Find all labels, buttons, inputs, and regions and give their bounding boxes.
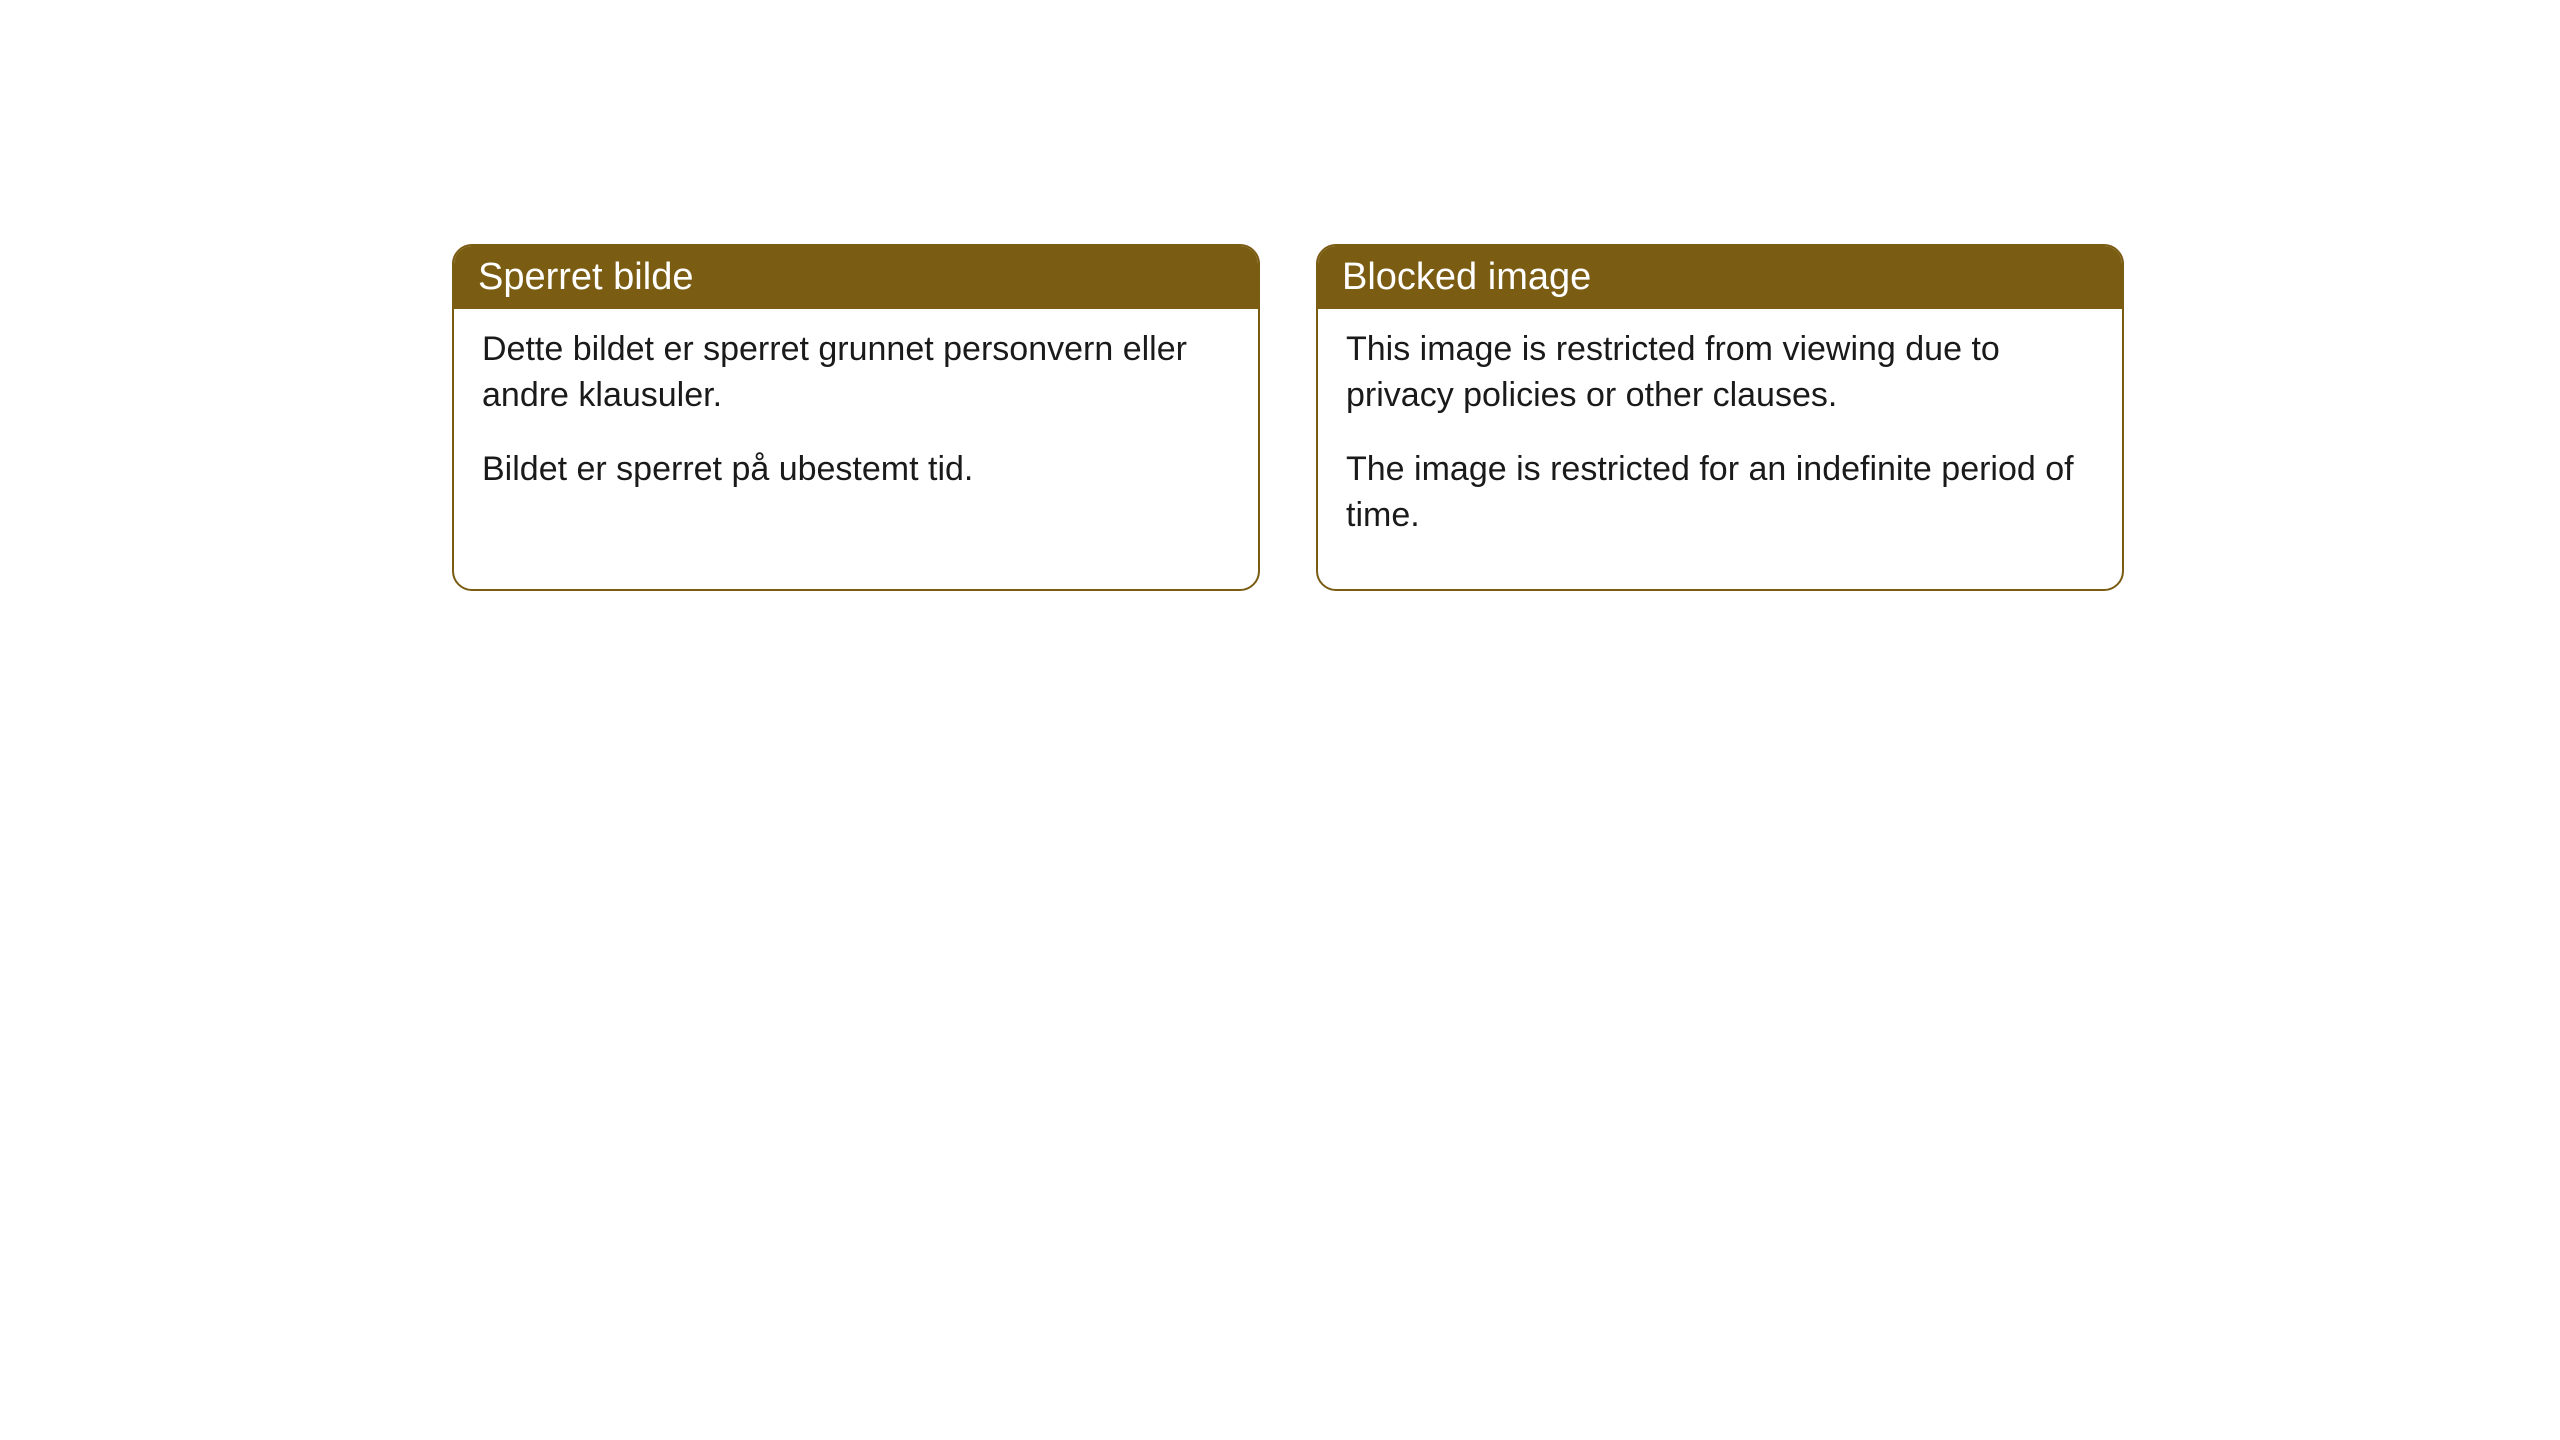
card-paragraph: Bildet er sperret på ubestemt tid.: [482, 447, 1230, 493]
card-body: Dette bildet er sperret grunnet personve…: [454, 309, 1258, 543]
card-header: Blocked image: [1318, 246, 2122, 309]
card-paragraph: The image is restricted for an indefinit…: [1346, 447, 2094, 539]
card-paragraph: Dette bildet er sperret grunnet personve…: [482, 327, 1230, 419]
card-title: Blocked image: [1342, 256, 1591, 298]
card-body: This image is restricted from viewing du…: [1318, 309, 2122, 589]
card-paragraph: This image is restricted from viewing du…: [1346, 327, 2094, 419]
card-title: Sperret bilde: [478, 256, 693, 298]
blocked-image-card-english: Blocked image This image is restricted f…: [1316, 244, 2124, 591]
blocked-image-card-norwegian: Sperret bilde Dette bildet er sperret gr…: [452, 244, 1260, 591]
card-header: Sperret bilde: [454, 246, 1258, 309]
cards-container: Sperret bilde Dette bildet er sperret gr…: [452, 244, 2124, 591]
